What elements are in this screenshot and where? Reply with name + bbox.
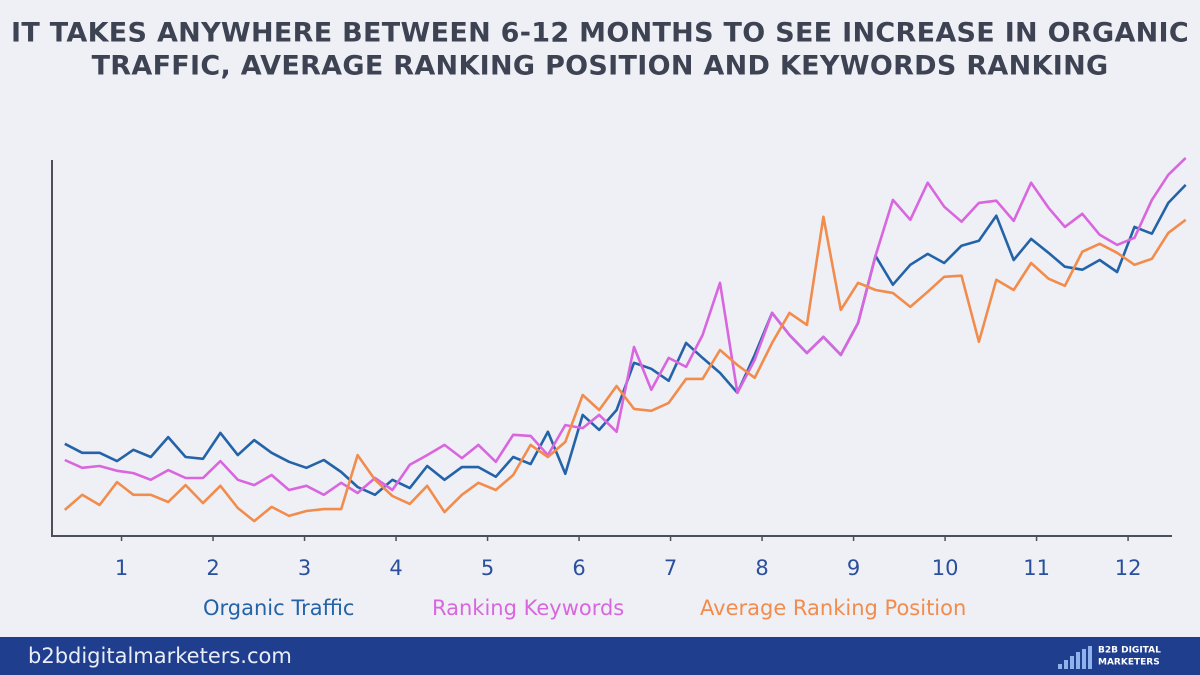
logo-text: B2B DIGITAL [1098,646,1161,656]
x-tick-label: 8 [755,556,768,580]
legend: Organic Traffic Ranking Keywords Average R… [203,596,966,620]
title-line: IT TAKES ANYWHERE BETWEEN 6-12 MONTHS TO… [11,18,1189,49]
series-line [63,215,1187,523]
x-tick-label: 2 [206,556,219,580]
footer-bar [0,637,1200,675]
x-tick-label: 7 [664,556,677,580]
footer-url: b2bdigitalmarketers.com [28,644,292,668]
legend-label: Ranking Keywords [432,596,624,620]
x-tick-label: 3 [298,556,311,580]
x-tick-label: 12 [1115,556,1142,580]
x-tick-label: 1 [115,556,128,580]
x-tick-label: 5 [481,556,494,580]
legend-label: Average Ranking Position [700,596,966,620]
logo-text: MARKETERS [1098,658,1160,668]
title-line: TRAFFIC, AVERAGE RANKING POSITION AND KE… [92,51,1109,82]
x-tick-label: 10 [932,556,959,580]
x-tick-label: 11 [1023,556,1050,580]
x-tick-label: 6 [572,556,585,580]
logo-icon [1058,646,1092,669]
x-tick-label: 9 [847,556,860,580]
x-tick-label: 4 [389,556,402,580]
series-line [64,183,1187,497]
plot: 1 2 3 4 5 6 7 8 9 10 11 12 [63,156,1187,580]
series-line [64,156,1187,497]
legend-label: Organic Traffic [203,596,354,620]
